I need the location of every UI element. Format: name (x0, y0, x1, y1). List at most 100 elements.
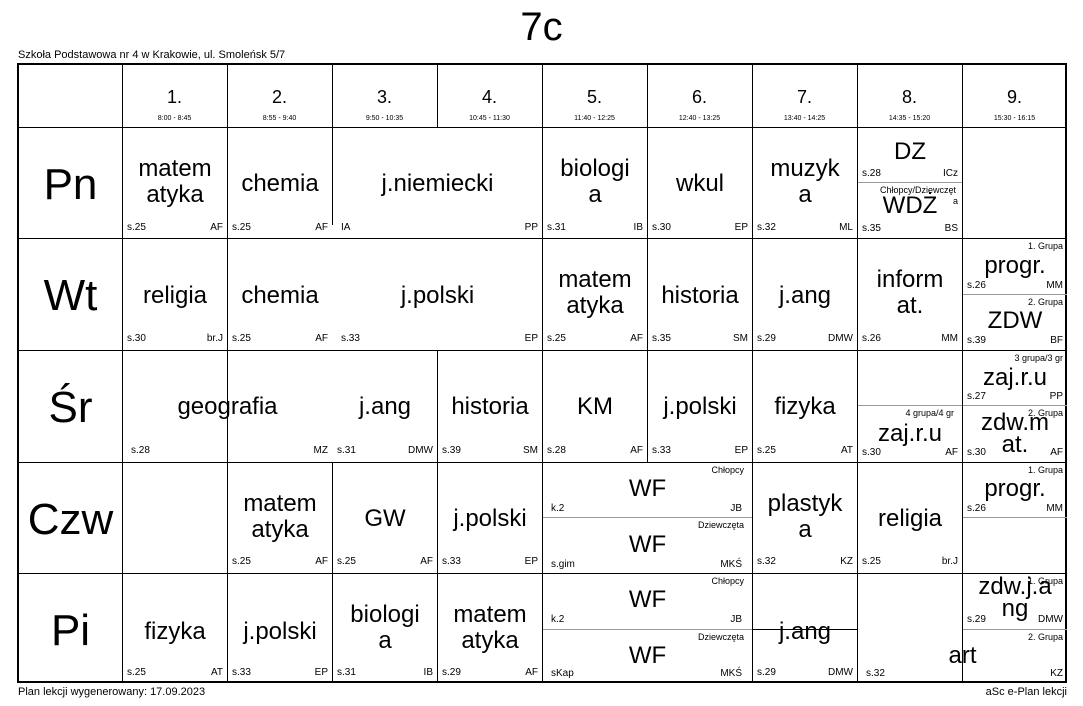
teacher: EP (734, 445, 748, 456)
teacher: SM (733, 333, 748, 344)
lesson-cell[interactable]: Dziewczęta WF sKap MKŚ (543, 630, 752, 683)
period-number: 4. (481, 87, 497, 107)
teacher: DMW (828, 333, 853, 344)
subject: zaj.r.u (982, 364, 1048, 391)
lesson-cell[interactable]: 2. Grupa art s.32 KZ (858, 630, 1067, 683)
lesson-cell[interactable]: matem atyka s.25 AF (543, 239, 647, 350)
subject: atyka (566, 292, 624, 319)
period-number: 6. (691, 87, 707, 107)
room: s.29 (757, 333, 776, 344)
teacher: PP (524, 222, 538, 233)
lesson-cell[interactable]: biologi a s.31 IB (333, 574, 437, 683)
room: s.32 (757, 222, 776, 233)
group-label: 2. Grupa (1027, 408, 1063, 418)
teacher: DMW (828, 667, 853, 678)
room: s.25 (232, 333, 251, 344)
subject: WF (628, 586, 667, 613)
lesson-cell[interactable]: j.ang s.29 DMW (753, 239, 857, 350)
subject: ZDW (987, 307, 1043, 334)
teacher: IB (633, 222, 643, 233)
room: s.25 (862, 556, 881, 567)
lesson-cell[interactable]: historia s.39 SM (438, 351, 542, 462)
room: s.26 (862, 333, 881, 344)
timetable-grid: 1. 8:00 - 8:45 2. 8:55 - 9:40 3. 9:50 - … (17, 63, 1067, 683)
group-label: Dziewczęta (697, 520, 744, 530)
lesson-cell[interactable]: KM s.28 AF (543, 351, 647, 462)
period-time: 8:55 - 9:40 (262, 115, 297, 122)
lesson-cell[interactable]: matem atyka s.25 AF (123, 128, 227, 238)
lesson-cell[interactable]: j.polski s.33 EP (333, 239, 542, 350)
lesson-cell[interactable]: GW s.25 AF (333, 463, 437, 573)
teacher: AF (420, 556, 433, 567)
lesson-cell[interactable]: j.polski s.33 EP (438, 463, 542, 573)
lesson-cell[interactable]: plastyk a s.32 KZ (753, 463, 857, 573)
period-time: 12:40 - 13:25 (678, 115, 721, 122)
room: s.28 (131, 445, 150, 456)
lesson-cell[interactable]: historia s.35 SM (648, 239, 752, 350)
lesson-cell[interactable]: j.ang s.31 DMW (333, 351, 437, 462)
lesson-cell[interactable]: Chłopcy WF k.2 JB (543, 574, 752, 629)
lesson-cell[interactable]: inform at. s.26 MM (858, 239, 962, 350)
subject: a (378, 627, 392, 654)
subject: zaj.r.u (877, 420, 943, 447)
lesson-cell[interactable]: j.niemiecki IA PP (333, 128, 542, 238)
room: s.26 (967, 280, 986, 291)
teacher: AT (840, 445, 853, 456)
lesson-cell[interactable]: j.ang s.29 DMW (753, 574, 857, 683)
lesson-cell[interactable]: geografia s.28 MZ (123, 351, 332, 462)
lesson-cell[interactable]: 1. Grupa zdw.j.a ng s.29 DMW (963, 574, 1067, 629)
room: s.25 (547, 333, 566, 344)
group-label: 1. Grupa (1027, 241, 1063, 251)
subject: inform (876, 266, 944, 293)
subject: progr. (984, 252, 1046, 279)
group-label: 1. Grupa (1027, 576, 1063, 586)
subject: muzyk (770, 155, 840, 182)
lesson-cell[interactable]: fizyka s.25 AT (753, 351, 857, 462)
teacher: KZ (1050, 668, 1063, 679)
lesson-cell[interactable]: fizyka s.25 AT (123, 574, 227, 683)
lesson-cell[interactable]: religia s.30 br.J (123, 239, 227, 350)
group-label: a (952, 196, 958, 206)
room: s.31 (337, 445, 356, 456)
lesson-cell[interactable]: j.polski s.33 EP (228, 574, 332, 683)
room: s.29 (442, 667, 461, 678)
lesson-cell[interactable]: 1. Grupa progr. s.26 MM (963, 239, 1067, 294)
room: s.28 (547, 445, 566, 456)
generated-date: Plan lekcji wygenerowany: 17.09.2023 (18, 686, 206, 698)
lesson-cell[interactable]: wkul s.30 EP (648, 128, 752, 238)
teacher: EP (524, 556, 538, 567)
lesson-cell[interactable]: chemia s.25 AF (228, 128, 332, 238)
teacher: PP (1049, 391, 1063, 402)
lesson-cell[interactable]: 2. Grupa zdw.m at. s.30 AF (963, 406, 1067, 462)
lesson-cell[interactable]: j.polski s.33 EP (648, 351, 752, 462)
teacher: EP (734, 222, 748, 233)
subject: GW (364, 505, 406, 532)
lesson-cell[interactable]: matem atyka s.29 AF (438, 574, 542, 683)
lesson-cell[interactable]: Dziewczęta WF s.gim MKŚ (543, 518, 752, 573)
lesson-cell[interactable]: chemia s.25 AF (228, 239, 332, 350)
lesson-cell[interactable]: DZ s.28 ICz (858, 128, 962, 182)
subject: j.polski (453, 505, 527, 532)
group-label: Chłopcy/Dziewczęt (879, 185, 956, 195)
lesson-cell[interactable]: muzyk a s.32 ML (753, 128, 857, 238)
lesson-cell[interactable]: matem atyka s.25 AF (228, 463, 332, 573)
room: k.2 (551, 503, 565, 514)
room: s.29 (757, 667, 776, 678)
subject: chemia (241, 282, 319, 309)
lesson-cell[interactable]: 2. Grupa ZDW s.39 BF (963, 295, 1067, 350)
subject: matem (138, 155, 212, 182)
subject: fizyka (774, 393, 836, 420)
teacher: ML (839, 222, 853, 233)
period-number: 2. (271, 87, 287, 107)
teacher: br.J (941, 556, 958, 567)
lesson-cell[interactable]: biologi a s.31 IB (543, 128, 647, 238)
lesson-cell[interactable]: religia s.25 br.J (858, 463, 962, 573)
room: s.33 (442, 556, 461, 567)
lesson-cell[interactable]: Chłopcy WF k.2 JB (543, 463, 752, 517)
lesson-cell[interactable]: 4 grupa/4 gr zaj.r.u s.30 AF (858, 406, 962, 462)
lesson-cell[interactable]: 1. Grupa progr. s.26 MM (963, 463, 1067, 517)
subject: matem (453, 601, 527, 628)
lesson-cell[interactable]: 3 grupa/3 gr zaj.r.u s.27 PP (963, 351, 1067, 405)
lesson-cell[interactable]: Chłopcy/Dziewczęt a WDŻ s.35 BS (858, 183, 962, 238)
subject: j.ang (778, 618, 832, 645)
